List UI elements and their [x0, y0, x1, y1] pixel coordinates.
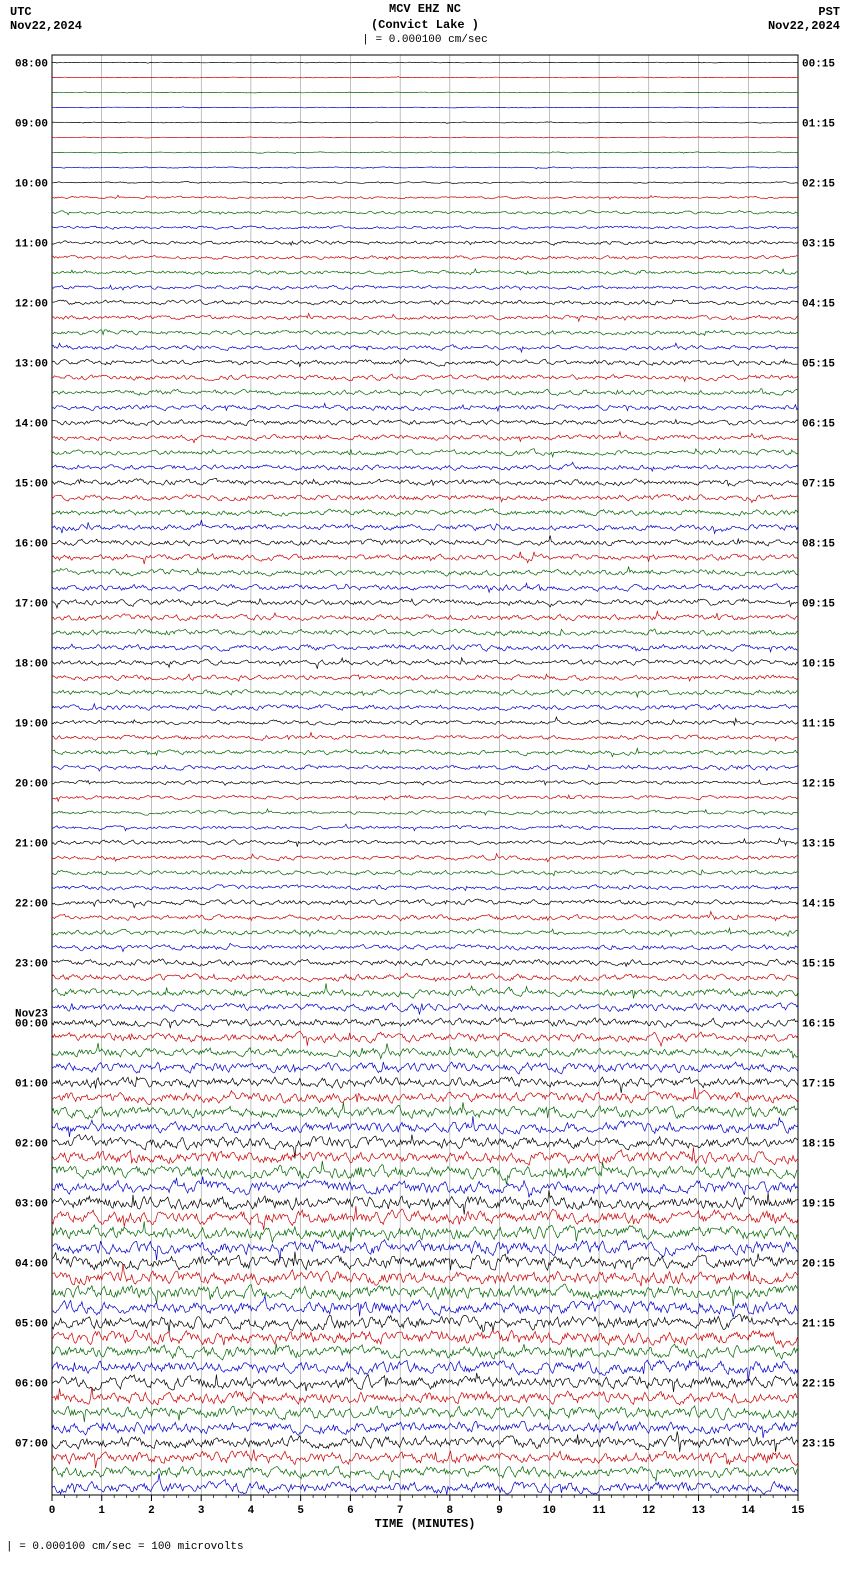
svg-text:14:15: 14:15 — [802, 899, 835, 911]
svg-text:23:00: 23:00 — [15, 959, 48, 971]
svg-text:6: 6 — [347, 1505, 354, 1517]
svg-text:5: 5 — [297, 1505, 304, 1517]
svg-text:13: 13 — [692, 1505, 706, 1517]
svg-text:01:15: 01:15 — [802, 119, 835, 131]
svg-text:8: 8 — [447, 1505, 454, 1517]
svg-text:13:00: 13:00 — [15, 359, 48, 371]
svg-text:00:15: 00:15 — [802, 59, 835, 71]
svg-text:07:00: 07:00 — [15, 1439, 48, 1451]
seismogram-svg: 08:00 00:15 09:00 01:15 10:00 02:15 11:00 03:15… — [0, 45, 850, 1535]
station-code: MCV EHZ NC — [362, 2, 487, 18]
svg-text:16:15: 16:15 — [802, 1019, 835, 1031]
svg-text:07:15: 07:15 — [802, 479, 835, 491]
svg-text:00:00: 00:00 — [15, 1019, 48, 1031]
svg-text:19:00: 19:00 — [15, 719, 48, 731]
svg-text:12: 12 — [642, 1505, 655, 1517]
svg-text:1: 1 — [98, 1505, 105, 1517]
svg-text:20:15: 20:15 — [802, 1259, 835, 1271]
svg-text:08:15: 08:15 — [802, 539, 835, 551]
svg-text:21:00: 21:00 — [15, 839, 48, 851]
svg-text:18:00: 18:00 — [15, 659, 48, 671]
svg-text:08:00: 08:00 — [15, 59, 48, 71]
svg-text:16:00: 16:00 — [15, 539, 48, 551]
svg-text:11: 11 — [592, 1505, 606, 1517]
svg-text:22:15: 22:15 — [802, 1379, 835, 1391]
svg-text:06:00: 06:00 — [15, 1379, 48, 1391]
svg-text:0: 0 — [49, 1505, 56, 1517]
svg-text:11:15: 11:15 — [802, 719, 835, 731]
utc-label: UTC — [10, 5, 82, 19]
svg-text:17:00: 17:00 — [15, 599, 48, 611]
svg-text:14:00: 14:00 — [15, 419, 48, 431]
svg-text:15:15: 15:15 — [802, 959, 835, 971]
header-pst: PST Nov22,2024 — [768, 5, 840, 34]
header-utc: UTC Nov22,2024 — [10, 5, 82, 34]
svg-text:04:15: 04:15 — [802, 299, 835, 311]
svg-text:05:00: 05:00 — [15, 1319, 48, 1331]
svg-text:12:15: 12:15 — [802, 779, 835, 791]
svg-text:05:15: 05:15 — [802, 359, 835, 371]
svg-text:02:00: 02:00 — [15, 1139, 48, 1151]
svg-text:17:15: 17:15 — [802, 1079, 835, 1091]
utc-date: Nov22,2024 — [10, 19, 82, 33]
footer-scale: | = 0.000100 cm/sec = 100 microvolts — [0, 1535, 850, 1553]
header: UTC Nov22,2024 MCV EHZ NC (Convict Lake … — [0, 0, 850, 45]
svg-text:09:00: 09:00 — [15, 119, 48, 131]
svg-text:10:00: 10:00 — [15, 179, 48, 191]
svg-text:03:15: 03:15 — [802, 239, 835, 251]
svg-text:14: 14 — [742, 1505, 756, 1517]
svg-text:04:00: 04:00 — [15, 1259, 48, 1271]
svg-text:23:15: 23:15 — [802, 1439, 835, 1451]
svg-text:15:00: 15:00 — [15, 479, 48, 491]
seismogram-plot: 08:00 00:15 09:00 01:15 10:00 02:15 11:00 03:15… — [0, 45, 850, 1535]
svg-text:10: 10 — [543, 1505, 556, 1517]
svg-text:20:00: 20:00 — [15, 779, 48, 791]
svg-text:13:15: 13:15 — [802, 839, 835, 851]
pst-label: PST — [768, 5, 840, 19]
svg-text:4: 4 — [248, 1505, 255, 1517]
svg-text:21:15: 21:15 — [802, 1319, 835, 1331]
svg-text:18:15: 18:15 — [802, 1139, 835, 1151]
svg-text:01:00: 01:00 — [15, 1079, 48, 1091]
svg-text:03:00: 03:00 — [15, 1199, 48, 1211]
svg-text:22:00: 22:00 — [15, 899, 48, 911]
svg-text:9: 9 — [496, 1505, 503, 1517]
svg-text:02:15: 02:15 — [802, 179, 835, 191]
svg-text:19:15: 19:15 — [802, 1199, 835, 1211]
station-name: (Convict Lake ) — [362, 18, 487, 34]
pst-date: Nov22,2024 — [768, 19, 840, 33]
svg-text:09:15: 09:15 — [802, 599, 835, 611]
svg-text:3: 3 — [198, 1505, 205, 1517]
svg-text:TIME (MINUTES): TIME (MINUTES) — [375, 1517, 476, 1531]
svg-text:12:00: 12:00 — [15, 299, 48, 311]
svg-text:06:15: 06:15 — [802, 419, 835, 431]
header-station: MCV EHZ NC (Convict Lake ) | = 0.000100 … — [362, 2, 487, 47]
svg-text:7: 7 — [397, 1505, 404, 1517]
svg-text:11:00: 11:00 — [15, 239, 48, 251]
svg-text:10:15: 10:15 — [802, 659, 835, 671]
svg-text:2: 2 — [148, 1505, 155, 1517]
svg-text:15: 15 — [791, 1505, 805, 1517]
